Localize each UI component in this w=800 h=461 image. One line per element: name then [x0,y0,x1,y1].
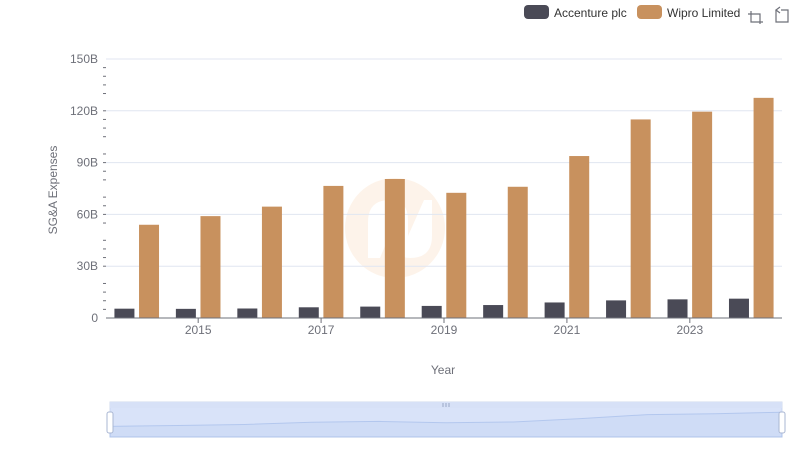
bars [114,97,774,318]
bar-accenture-plc-2017[interactable] [298,307,319,318]
bar-accenture-plc-2018[interactable] [360,306,381,318]
bar-accenture-plc-2014[interactable] [114,308,135,318]
bar-wipro-limited-2017[interactable] [323,185,344,318]
bar-accenture-plc-2021[interactable] [544,302,565,318]
bar-wipro-limited-2022[interactable] [630,119,651,318]
bar-wipro-limited-2023[interactable] [692,111,713,318]
bar-wipro-limited-2021[interactable] [569,156,590,318]
legend-label-accenture: Accenture plc [554,6,627,20]
legend-swatch-accenture [524,5,549,19]
zoom-rect-icon[interactable] [747,9,763,24]
legend-item-accenture[interactable]: Accenture plc [524,5,627,20]
bar-accenture-plc-2023[interactable] [667,299,688,318]
legend-swatch-wipro [637,5,662,19]
bar-accenture-plc-2022[interactable] [606,300,627,318]
y-axis-title: SG&A Expenses [46,146,60,235]
x-tick-label: 2019 [431,323,458,337]
bar-wipro-limited-2020[interactable] [507,186,528,318]
x-axis-title: Year [431,363,455,377]
y-axis-ticks [103,67,106,310]
bar-wipro-limited-2015[interactable] [200,216,221,318]
data-zoom-left-handle[interactable] [106,411,114,434]
data-zoom-preview-area [109,411,783,438]
bar-wipro-limited-2024[interactable] [753,97,774,318]
legend-label-wipro: Wipro Limited [667,6,740,20]
bar-accenture-plc-2016[interactable] [237,308,258,318]
bar-wipro-limited-2016[interactable] [261,206,282,318]
data-zoom-move-handle-grip [442,403,450,407]
bar-accenture-plc-2019[interactable] [421,305,442,318]
y-tick-label: 0 [91,311,98,325]
y-tick-label: 30B [77,259,98,273]
bar-accenture-plc-2015[interactable] [175,308,196,318]
bar-wipro-limited-2019[interactable] [446,192,467,318]
data-zoom-right-handle[interactable] [778,411,786,434]
legend-item-wipro[interactable]: Wipro Limited [637,5,740,20]
x-tick-label: 2015 [185,323,212,337]
restore-icon[interactable] [775,6,789,23]
y-tick-label: 150B [70,52,98,66]
bar-wipro-limited-2014[interactable] [139,224,160,318]
y-tick-label: 120B [70,104,98,118]
bar-accenture-plc-2020[interactable] [483,305,504,318]
x-axis-ticks [197,318,691,323]
data-zoom-slider[interactable] [106,401,786,438]
x-tick-label: 2023 [676,323,703,337]
legend[interactable]: Accenture plc Wipro Limited [524,5,740,20]
bar-wipro-limited-2018[interactable] [384,179,405,318]
y-axis-tick-labels: 0 30B 60B 90B 120B 150B [70,52,98,325]
bar-accenture-plc-2024[interactable] [728,298,749,318]
x-tick-label: 2021 [554,323,581,337]
x-tick-label: 2017 [308,323,335,337]
x-axis-tick-labels: 2015 2017 2019 2021 2023 [185,323,704,337]
y-tick-label: 60B [77,207,98,221]
y-tick-label: 90B [77,156,98,170]
